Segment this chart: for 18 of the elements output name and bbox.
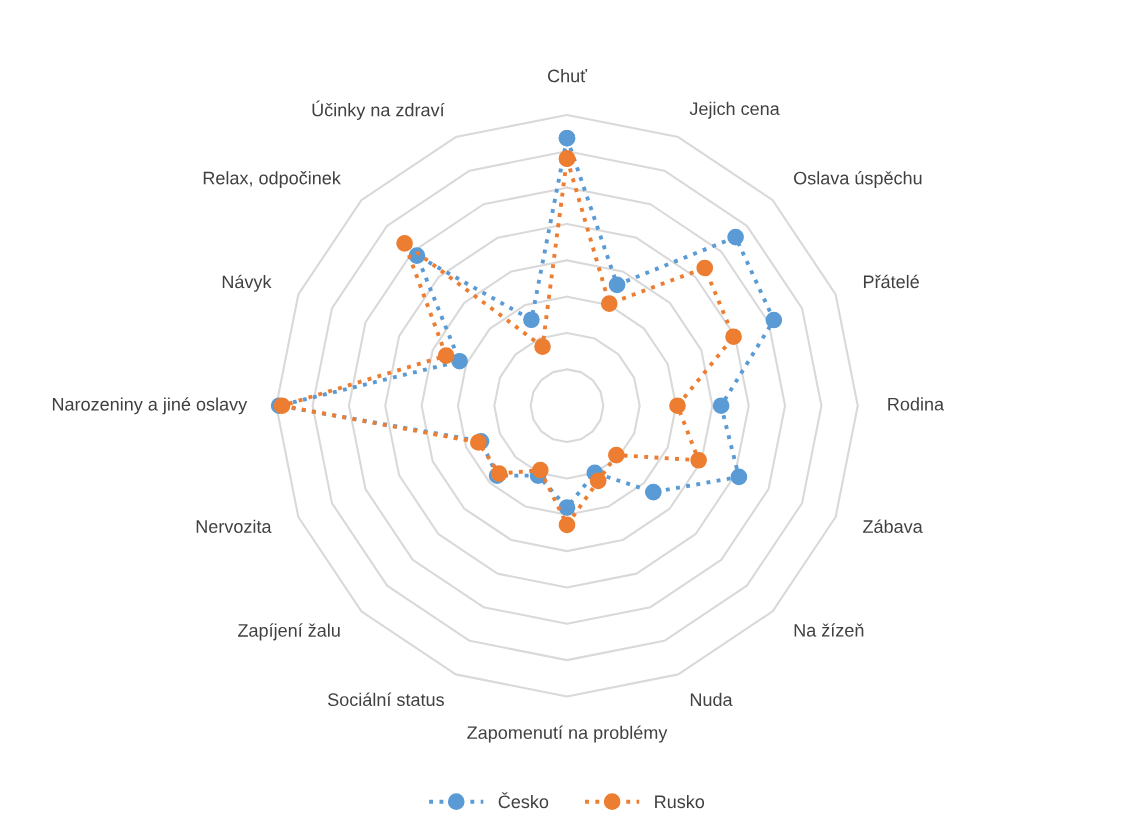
- spoke-label: Přátelé: [863, 274, 919, 289]
- spoke-label: Relax, odpočinek: [203, 171, 341, 188]
- spoke-label: Účinky na zdraví: [312, 100, 445, 120]
- spoke-label: Sociální status: [328, 692, 444, 707]
- spoke-label: Nuda: [690, 692, 733, 707]
- spoke-label: Nervozita: [196, 519, 272, 533]
- spoke-label: Návyk: [222, 274, 272, 292]
- spoke-label: Zapomenutí na problémy: [467, 725, 668, 743]
- spoke-label: Narozeniny a jiné oslavy: [52, 397, 248, 415]
- spoke-label: Oslava úspěchu: [794, 171, 922, 189]
- spoke-label: Zapíjení žalu: [238, 623, 340, 641]
- spoke-label: Chuť: [547, 68, 588, 83]
- legend-label: Rusko: [655, 794, 705, 809]
- spoke-label: Rodina: [888, 397, 945, 411]
- spoke-label: Na žízeň: [794, 623, 864, 637]
- legend-label: Česko: [498, 792, 549, 809]
- spoke-label: Jejich cena: [689, 101, 780, 119]
- spoke-label: Zábava: [863, 519, 923, 533]
